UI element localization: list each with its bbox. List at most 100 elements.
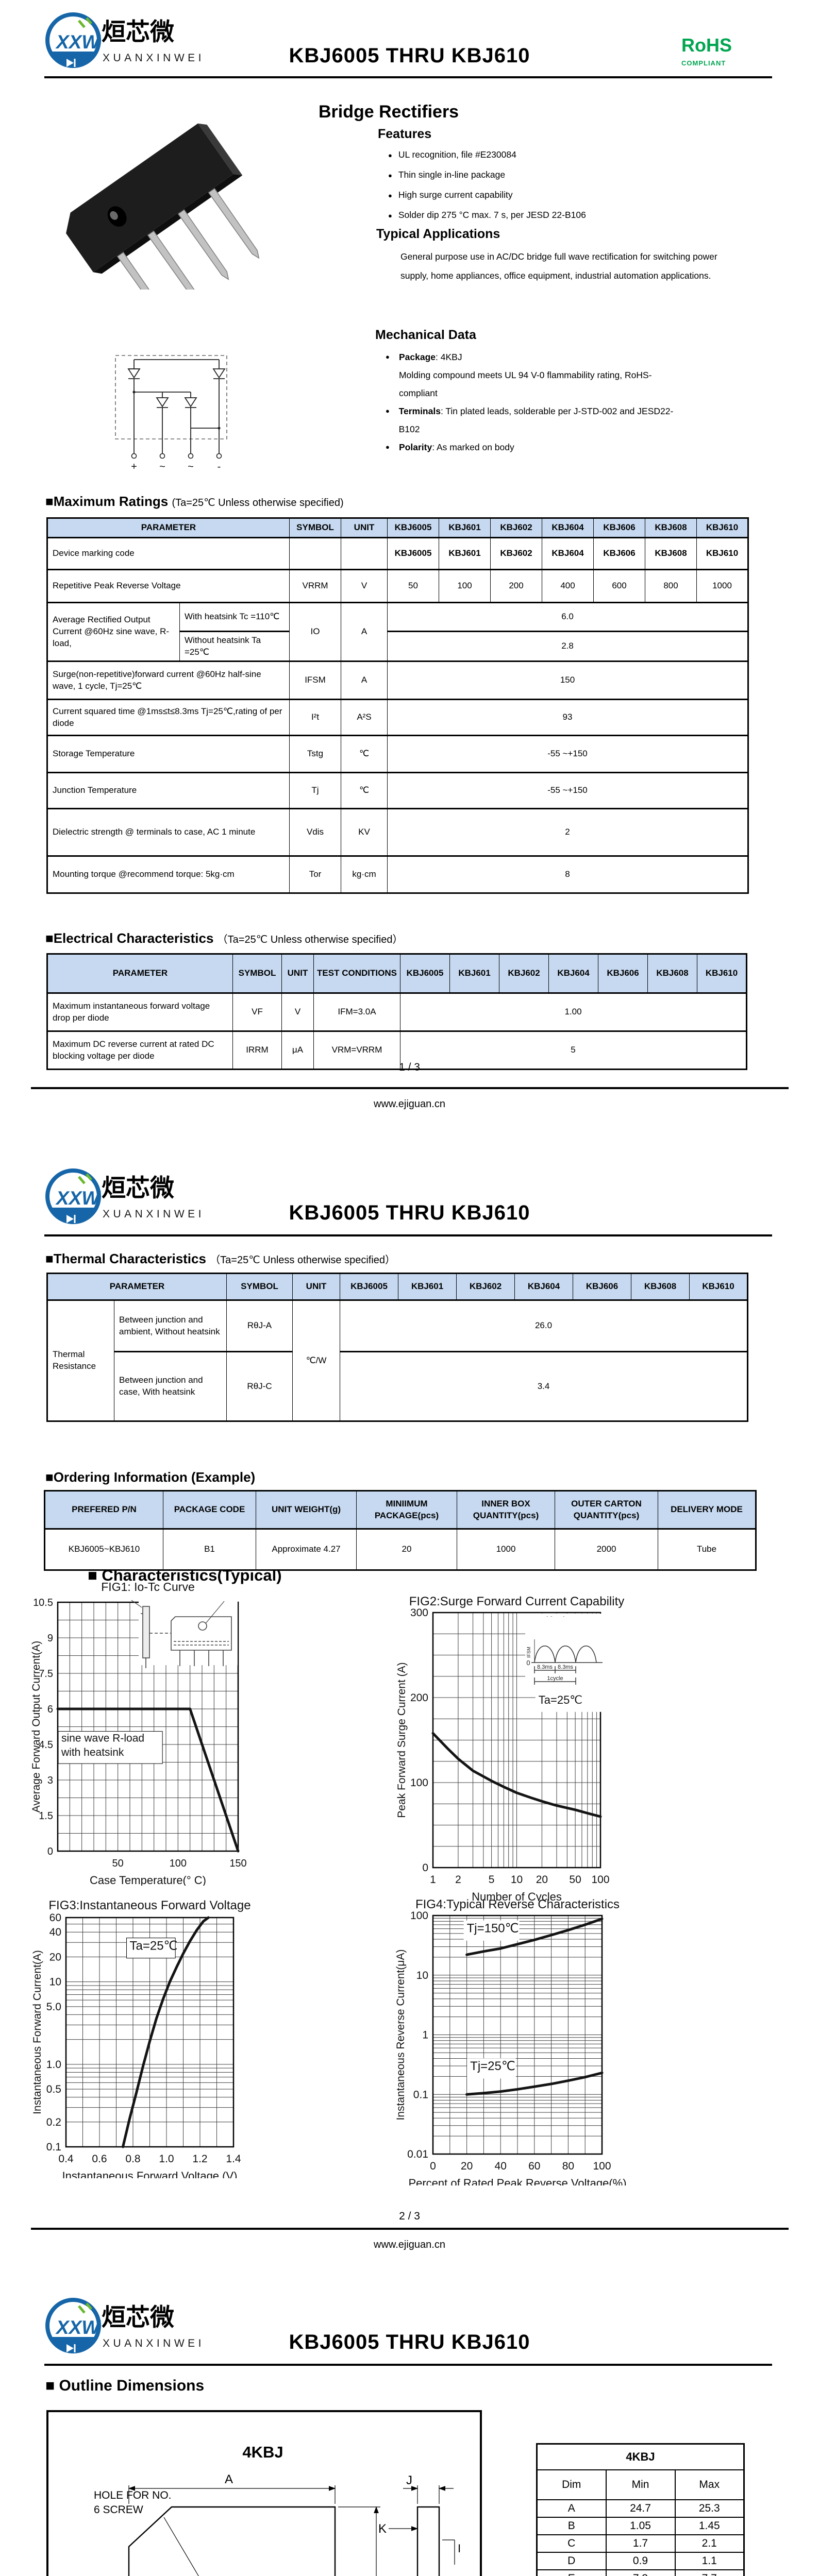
thermal-title: ■Thermal Characteristics (45, 1251, 206, 1266)
svg-text:9: 9 (47, 1633, 53, 1644)
bullet-icon: ● (386, 443, 390, 451)
table-row: Surge(non-repetitive)forward current @60… (46, 660, 749, 700)
mechanical-title: Mechanical Data (375, 328, 476, 342)
value-cell: Tube (658, 1528, 756, 1571)
device-col-header: KBJ608 (647, 953, 697, 994)
dim-letter-J: J (406, 2473, 412, 2487)
inset-label: 8.3ms (537, 1664, 553, 1670)
header-rule (44, 76, 772, 78)
svg-text:100: 100 (593, 2160, 611, 2172)
svg-text:100: 100 (591, 1874, 609, 1886)
value-cell: KBJ6005~KBJ610 (44, 1528, 163, 1571)
pin-label-plus: + (131, 461, 137, 472)
thermal-note: （Ta=25℃ Unless otherwise specified） (210, 1255, 396, 1266)
brand-latin: XUANXINWEI (103, 1208, 205, 1220)
svg-text:10: 10 (49, 1976, 61, 1988)
hole-note-1: HOLE FOR NO. (94, 2489, 172, 2501)
dim-cell: 1.7 (605, 2534, 676, 2553)
table-row: Without heatsink Ta =25℃ 2.8 (47, 631, 749, 662)
unit-cell: A²S (341, 699, 388, 736)
value-cell: Approximate 4.27 (256, 1528, 357, 1571)
table-row: KBJ6005~KBJ610 B1 Approximate 4.27 20 1000 20… (44, 1528, 756, 1571)
svg-text:10.5: 10.5 (33, 1597, 53, 1608)
value-cell: 5 (400, 1030, 747, 1070)
drawing-package-name: 4KBJ (242, 2443, 283, 2461)
symbol-cell: IRRM (232, 1030, 282, 1070)
device-col-header: KBJ601 (398, 1273, 457, 1301)
device-col-header: KBJ602 (499, 953, 549, 994)
unit-cell: A (341, 660, 388, 700)
footer-rule-1 (31, 1087, 789, 1089)
svg-text:0: 0 (430, 2160, 436, 2172)
brand-chinese: 烜芯微 (102, 1174, 174, 1201)
svg-text:Instantaneous Forward Current(: Instantaneous Forward Current(A) (31, 1950, 43, 2114)
svg-text:0.4: 0.4 (58, 2153, 74, 2165)
condition-cell: Without heatsink Ta =25℃ (179, 631, 290, 662)
condition-cell: Between junction and case, With heatsink (113, 1351, 227, 1422)
col-header: PREFERED P/N (44, 1490, 163, 1530)
unit-cell: V (341, 569, 388, 603)
site-url-2: www.ejiguan.cn (374, 2239, 445, 2250)
feature-text: Thin single in-line package (398, 170, 506, 180)
svg-text:Ta=25℃: Ta=25℃ (130, 1939, 178, 1953)
device-col-header: KBJ608 (645, 517, 697, 538)
dim-cell: B (536, 2516, 607, 2535)
thermal-heading: ■Thermal Characteristics （Ta=25℃ Unless … (45, 1251, 395, 1267)
rohs-title: RoHS (681, 35, 732, 56)
symbol-cell: VF (232, 992, 282, 1032)
device-col-header: KBJ602 (456, 1273, 515, 1301)
svg-text:100: 100 (170, 1858, 187, 1869)
dimension-letters: A B C D E E E F G H I J K L M N O (225, 2472, 461, 2555)
applications-text: General purpose use in AC/DC bridge full… (400, 251, 717, 281)
symbol-cell: IFSM (289, 660, 342, 700)
bullet-icon: ● (386, 407, 390, 415)
symbol-cell: Tj (289, 772, 342, 809)
value-cell: KBJ610 (696, 537, 749, 570)
fig1-heatsink-inset (131, 1595, 238, 1668)
svg-text:1: 1 (422, 2029, 428, 2041)
max-ratings-heading: ■Maximum Ratings (Ta=25℃ Unless otherwis… (45, 494, 344, 510)
svg-text:40: 40 (49, 1926, 61, 1938)
pin-label-ac2: ~ (188, 461, 194, 472)
col-header: PACKAGE CODE (163, 1490, 256, 1530)
col-header: PARAMETER (46, 1273, 227, 1301)
svg-text:1.5: 1.5 (39, 1810, 53, 1822)
svg-text:5.0: 5.0 (46, 2001, 61, 2013)
svg-text:50: 50 (569, 1874, 581, 1886)
mechanical-text: Molding compound meets UL 94 V-0 flammab… (398, 370, 652, 398)
col-header: DELIVERY MODE (658, 1490, 756, 1530)
device-col-header: KBJ610 (696, 517, 749, 538)
dim-cell: A (536, 2499, 607, 2518)
applications-title: Typical Applications (376, 227, 500, 241)
value-cell: 8 (387, 855, 749, 894)
device-col-header: KBJ601 (449, 953, 499, 994)
brand-chinese: 烜芯微 (102, 2303, 174, 2331)
param-cell: Dielectric strength @ terminals to case,… (46, 808, 290, 857)
symbol-cell (289, 537, 342, 570)
unit-cell: KV (341, 808, 388, 857)
inset-label: 8.3ms (558, 1664, 573, 1670)
pin-label-minus: - (218, 461, 221, 472)
col-header: SYMBOL (232, 953, 282, 994)
mechanical-item: ● Terminals: Tin plated leads, solderable… (386, 402, 690, 438)
svg-text:60: 60 (528, 2160, 540, 2172)
outline-drawing: 4KBJ HOLE FOR NO. 6 SCREW + ~ ~ - (46, 2410, 482, 2576)
page2-number: 2 / 3 (399, 2210, 420, 2222)
param-cell: Maximum DC reverse current at rated DC b… (47, 1030, 233, 1070)
value-cell: 1000 (696, 569, 749, 603)
inset-label: 0 (526, 1659, 530, 1667)
dim-cell: C (536, 2534, 607, 2553)
col-header: UNIT (292, 1273, 341, 1301)
value-cell: KBJ602 (490, 537, 543, 570)
col-header: UNIT (341, 517, 388, 538)
chart-fig3: 0.4 0.6 0.8 1.0 1.2 1.4 0.1 0.2 0.5 1.0 5.0 10 20 40 6… (31, 1899, 251, 2178)
svg-text:FIG4:Typical Reverse Character: FIG4:Typical Reverse Characteristics (415, 1897, 620, 1911)
svg-text:1: 1 (430, 1874, 436, 1886)
col-header: TEST CONDITIONS (313, 953, 400, 994)
brand-chinese: 烜芯微 (102, 18, 174, 45)
group-cell: Thermal Resistance (47, 1299, 114, 1422)
symbol-cell: Tstg (289, 735, 342, 773)
elec-table: PARAMETER SYMBOL UNIT TEST CONDITIONS KBJ600… (46, 953, 747, 1070)
device-col-header: KBJ6005 (400, 953, 450, 994)
outline-heading: ■ Outline Dimensions (45, 2377, 205, 2394)
